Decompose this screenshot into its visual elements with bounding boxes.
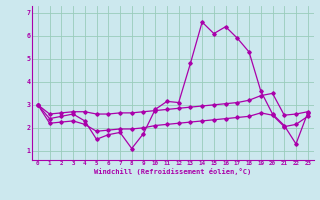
X-axis label: Windchill (Refroidissement éolien,°C): Windchill (Refroidissement éolien,°C) <box>94 168 252 175</box>
